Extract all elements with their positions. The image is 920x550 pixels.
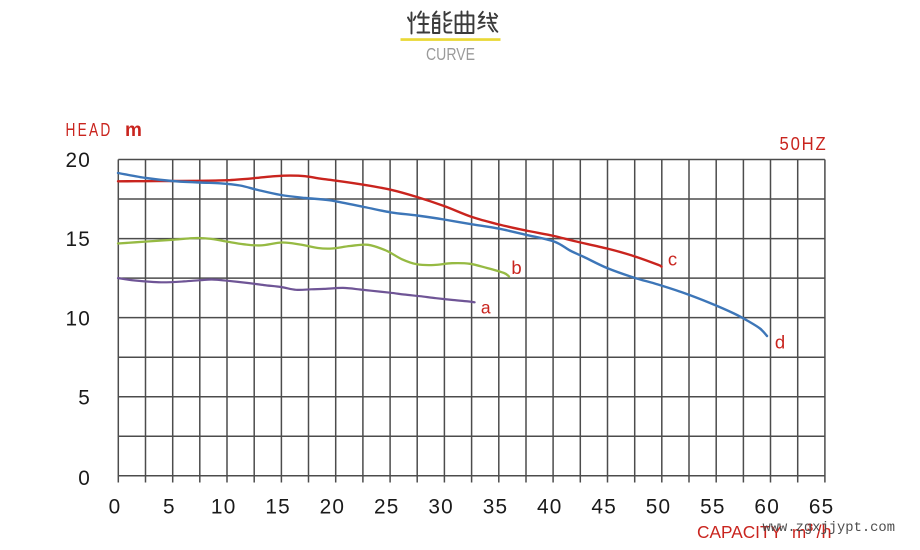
svg-text:d: d bbox=[775, 331, 785, 352]
svg-text:10: 10 bbox=[65, 307, 91, 330]
svg-text:35: 35 bbox=[483, 496, 509, 519]
svg-text:10: 10 bbox=[211, 496, 237, 519]
svg-text:5: 5 bbox=[163, 496, 176, 519]
svg-text:15: 15 bbox=[65, 228, 91, 251]
svg-text:0: 0 bbox=[78, 467, 91, 490]
svg-text:25: 25 bbox=[374, 496, 400, 519]
svg-text:m: m bbox=[792, 523, 806, 542]
svg-text:65: 65 bbox=[809, 496, 835, 519]
svg-text:c: c bbox=[668, 249, 677, 270]
svg-text:3: 3 bbox=[807, 522, 813, 534]
svg-text:40: 40 bbox=[537, 496, 563, 519]
svg-text:20: 20 bbox=[65, 149, 91, 172]
svg-text:HEAD: HEAD bbox=[66, 119, 113, 140]
svg-text:30: 30 bbox=[428, 496, 454, 519]
svg-text:5: 5 bbox=[78, 386, 91, 409]
svg-text:15: 15 bbox=[265, 496, 291, 519]
svg-text:CURVE: CURVE bbox=[426, 44, 475, 64]
svg-text:b: b bbox=[511, 257, 521, 278]
svg-text:m: m bbox=[125, 120, 142, 141]
svg-text:50: 50 bbox=[646, 496, 672, 519]
svg-text:CAPACITY: CAPACITY bbox=[697, 522, 782, 542]
svg-text:60: 60 bbox=[754, 496, 780, 519]
svg-text:www.zgxjjypt.com: www.zgxjjypt.com bbox=[763, 520, 895, 536]
svg-text:50HZ: 50HZ bbox=[780, 133, 828, 154]
svg-text:55: 55 bbox=[700, 496, 726, 519]
svg-text:0: 0 bbox=[109, 496, 122, 519]
svg-text:/h: /h bbox=[817, 522, 832, 542]
svg-text:a: a bbox=[481, 298, 491, 318]
svg-text:45: 45 bbox=[591, 496, 617, 519]
svg-text:20: 20 bbox=[320, 496, 346, 519]
